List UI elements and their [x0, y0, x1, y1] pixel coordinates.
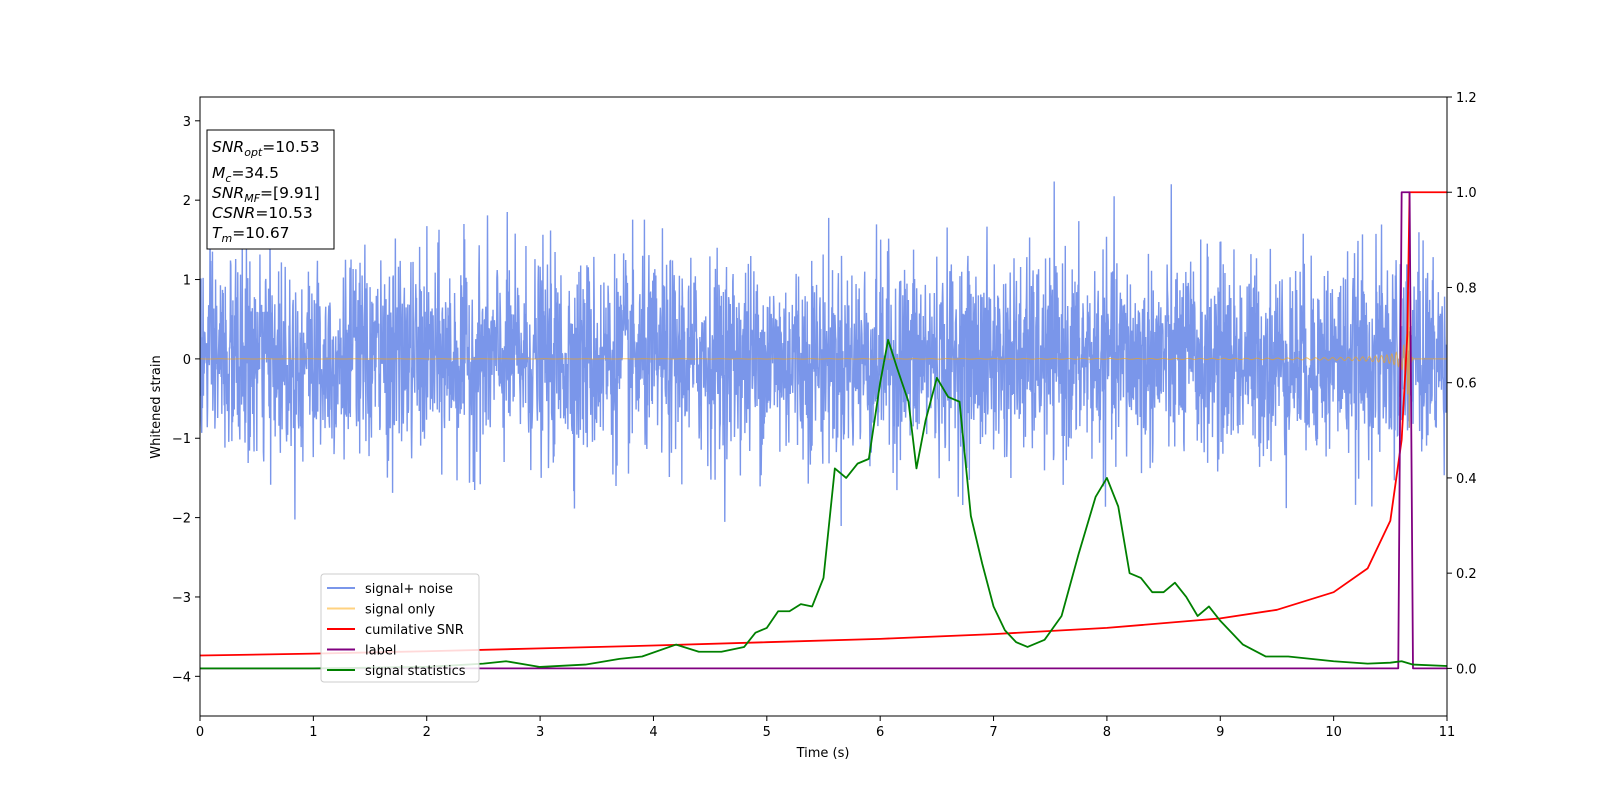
annotation-mc: Mc=34.5 [212, 164, 279, 185]
y-tick-label: 2 [183, 194, 191, 209]
y2-tick-label: 0.2 [1456, 567, 1477, 582]
x-tick-label: 8 [1103, 725, 1111, 740]
series-cumulative-snr [200, 191, 1447, 657]
y2-tick-label: 0.6 [1456, 377, 1477, 392]
annotation-snr-mf: SNRMF=[9.91] [212, 184, 320, 205]
legend-label: signal statistics [365, 664, 466, 679]
y2-tick-label: 0.0 [1456, 662, 1477, 677]
y-tick-label: −1 [172, 432, 191, 447]
x-tick-label: 2 [423, 725, 431, 740]
annotation-csnr: CSNR=10.53 [212, 204, 313, 222]
x-tick-label: 7 [989, 725, 997, 740]
y2-tick-label: 0.8 [1456, 281, 1477, 296]
series-label [200, 191, 1447, 670]
y-axis-label: Whitened strain [149, 355, 164, 458]
x-tick-label: 4 [649, 725, 657, 740]
annotation-snr-opt: SNRopt=10.53 [212, 138, 320, 159]
x-axis-label: Time (s) [796, 746, 850, 761]
y2-tick-label: 0.4 [1456, 472, 1477, 487]
series-signal-only [200, 291, 1447, 428]
y-tick-label: −2 [172, 512, 191, 527]
x-tick-label: 9 [1216, 725, 1224, 740]
y-tick-label: −3 [172, 591, 191, 606]
legend-label: signal only [365, 603, 435, 618]
annotation-box: SNRopt=10.53 Mc=34.5 SNRMF=[9.91] CSNR=1… [206, 129, 335, 250]
x-tick-label: 10 [1325, 725, 1342, 740]
y-tick-label: −4 [172, 670, 191, 685]
legend-label: signal+ noise [365, 582, 453, 597]
y-tick-label: 3 [183, 115, 191, 130]
x-tick-label: 6 [876, 725, 884, 740]
y2-tick-label: 1.2 [1456, 91, 1477, 106]
x-tick-label: 3 [536, 725, 544, 740]
annotation-tm: Tm=10.67 [212, 224, 290, 245]
y2-tick-label: 1.0 [1456, 186, 1477, 201]
legend: signal+ noise signal only cumilative SNR la… [320, 573, 480, 683]
legend-label: label [365, 644, 396, 659]
y-tick-label: 0 [183, 353, 191, 368]
y-tick-label: 1 [183, 274, 191, 289]
x-tick-label: 1 [309, 725, 317, 740]
series-signal-statistics [200, 338, 1447, 670]
x-tick-label: 5 [763, 725, 771, 740]
plot-frame [199, 96, 1448, 717]
legend-label: cumilative SNR [365, 623, 464, 638]
x-tick-label: 0 [196, 725, 204, 740]
x-tick-label: 11 [1439, 725, 1456, 740]
series-signal-noise [200, 181, 1447, 527]
